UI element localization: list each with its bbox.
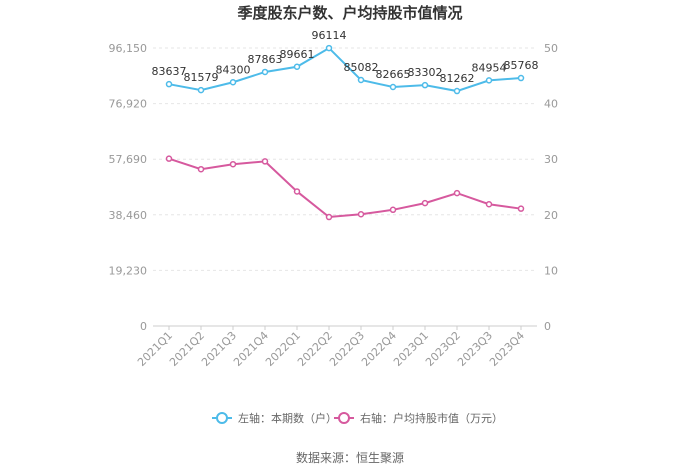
data-point[interactable]	[517, 74, 525, 82]
data-point[interactable]	[229, 160, 237, 168]
data-label: 81262	[440, 72, 475, 85]
data-point[interactable]	[293, 63, 301, 71]
data-point[interactable]	[421, 81, 429, 89]
right-axis-tick-label: 30	[544, 153, 558, 166]
data-label: 89661	[280, 48, 315, 61]
legend-label-avg-holding-value: 右轴：户均持股市值（万元）	[360, 411, 503, 425]
right-axis-tick-label: 20	[544, 209, 558, 222]
chart-title: 季度股东户数、户均持股市值情况	[237, 4, 462, 22]
series-avg-holding-value	[165, 155, 525, 221]
data-point[interactable]	[261, 68, 269, 76]
x-axis-ticks: 2021Q12021Q22021Q32021Q42022Q12022Q22022…	[135, 326, 527, 369]
legend-item-household-count[interactable]: 左轴：本期数（户）	[212, 411, 337, 425]
legend-marker-avg-holding-value	[338, 412, 350, 424]
data-point[interactable]	[325, 44, 333, 52]
data-point[interactable]	[357, 210, 365, 218]
data-point[interactable]	[197, 165, 205, 173]
right-axis-tick-label: 50	[544, 42, 558, 55]
right-axis-tick-label: 40	[544, 98, 558, 111]
data-label: 83302	[408, 66, 443, 79]
data-point[interactable]	[389, 83, 397, 91]
right-axis-ticks: 0 10 20 30 40 50	[544, 42, 558, 333]
data-label: 85768	[504, 59, 539, 72]
left-axis-tick-label: 0	[140, 320, 147, 333]
data-point[interactable]	[229, 79, 237, 86]
legend-label-household-count: 左轴：本期数（户）	[238, 411, 337, 425]
left-axis-tick-label: 19,230	[109, 264, 148, 277]
right-axis-tick-label: 0	[544, 320, 551, 333]
legend-item-avg-holding-value[interactable]: 右轴：户均持股市值（万元）	[334, 411, 503, 425]
grid-lines	[153, 47, 537, 327]
legend: 左轴：本期数（户） 右轴：户均持股市值（万元）	[212, 411, 503, 425]
data-point[interactable]	[453, 87, 461, 95]
left-axis-ticks: 0 19,230 38,460 57,690 76,920 96,150	[109, 42, 148, 333]
data-point[interactable]	[261, 158, 269, 165]
data-point[interactable]	[325, 213, 333, 221]
data-label: 81579	[184, 71, 219, 84]
data-point[interactable]	[357, 76, 365, 84]
left-axis-tick-label: 57,690	[109, 153, 148, 166]
data-point[interactable]	[165, 80, 173, 88]
left-axis-tick-label: 76,920	[109, 98, 148, 111]
data-point[interactable]	[165, 155, 173, 162]
series-line	[168, 157, 522, 219]
data-point[interactable]	[485, 77, 493, 84]
data-point[interactable]	[485, 200, 493, 208]
data-label: 84954	[472, 61, 507, 74]
series-line	[168, 46, 522, 93]
data-source: 数据来源：恒生聚源	[296, 450, 404, 465]
data-label: 82665	[376, 68, 411, 81]
right-axis-tick-label: 10	[544, 264, 558, 277]
data-point[interactable]	[293, 188, 301, 195]
data-label: 87863	[248, 53, 283, 66]
data-label: 85082	[344, 61, 379, 74]
x-axis-tick-label: 2023Q4	[487, 329, 527, 369]
data-point[interactable]	[453, 189, 461, 197]
data-point[interactable]	[389, 206, 397, 214]
left-axis-tick-label: 38,460	[109, 209, 148, 222]
data-point[interactable]	[197, 86, 205, 94]
legend-marker-household-count	[216, 412, 228, 424]
left-axis-tick-label: 96,150	[109, 42, 148, 55]
data-label: 83637	[152, 65, 187, 78]
data-label: 84300	[216, 63, 251, 76]
data-point[interactable]	[421, 199, 429, 207]
data-label: 96114	[312, 29, 347, 42]
data-point[interactable]	[517, 205, 525, 212]
